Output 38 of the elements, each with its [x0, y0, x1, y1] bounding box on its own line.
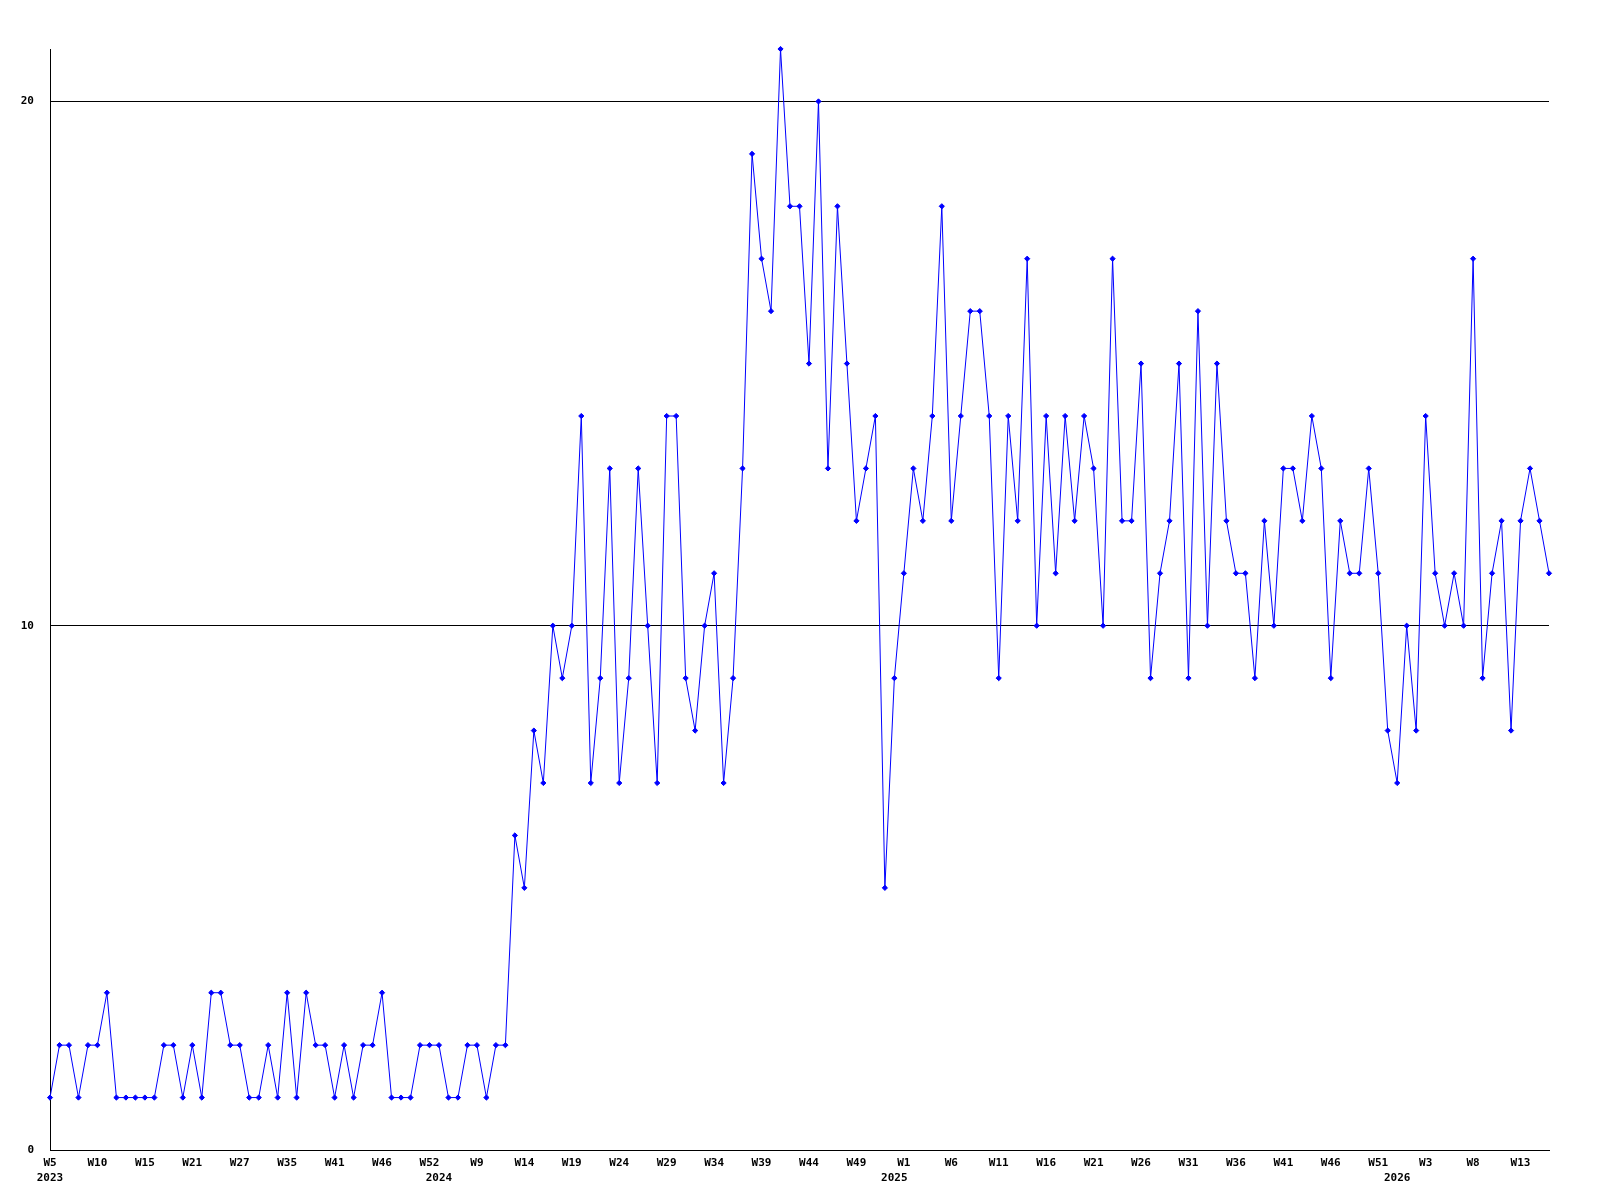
- x-tick-label: W52: [419, 1156, 440, 1170]
- x-tick-label: W27: [229, 1156, 250, 1170]
- y-tick-label: 20: [20, 94, 34, 108]
- x-tick-label: W3: [1419, 1156, 1433, 1170]
- x-tick-label: W31: [1178, 1156, 1199, 1170]
- x-tick-label: W21: [1083, 1156, 1104, 1170]
- x-tick-label: W15: [134, 1156, 155, 1170]
- x-tick-label: W21: [182, 1156, 203, 1170]
- x-tick-label: W16: [1036, 1156, 1057, 1170]
- x-tick-label: W24: [609, 1156, 630, 1170]
- x-tick-label: 2024: [425, 1171, 453, 1185]
- x-tick-label: W34: [704, 1156, 725, 1170]
- x-tick-label: W49: [846, 1156, 867, 1170]
- x-tick-label: W19: [561, 1156, 582, 1170]
- x-tick-label: W44: [799, 1156, 820, 1170]
- x-tick-label: 2025: [881, 1171, 908, 1185]
- x-tick-label: W9: [470, 1156, 484, 1170]
- x-tick-label: W8: [1466, 1156, 1480, 1170]
- x-tick-label: W11: [988, 1156, 1010, 1170]
- x-tick-label: W13: [1510, 1156, 1531, 1170]
- x-tick-label: W36: [1225, 1156, 1247, 1170]
- x-tick-label: W41: [1273, 1156, 1294, 1170]
- x-tick-label: W26: [1131, 1156, 1152, 1170]
- x-tick-label: W41: [324, 1156, 345, 1170]
- x-tick-label: W46: [372, 1156, 393, 1170]
- x-tick-label: W29: [656, 1156, 677, 1170]
- y-tick-label: 10: [20, 618, 34, 632]
- x-tick-label: W5 2023: [36, 1156, 64, 1185]
- x-tick-label: W6: [944, 1156, 959, 1170]
- x-tick-label: W14: [514, 1156, 535, 1170]
- x-tick-label: W51: [1368, 1156, 1389, 1170]
- x-tick-label: W46: [1320, 1156, 1342, 1170]
- x-tick-label: W39: [751, 1156, 772, 1170]
- x-tick-label: W10: [87, 1156, 108, 1170]
- x-tick-label: 2026: [1383, 1171, 1411, 1185]
- y-tick-label: 0: [27, 1142, 34, 1156]
- x-tick-label: W1: [897, 1156, 911, 1170]
- x-tick-label: W35: [277, 1156, 298, 1170]
